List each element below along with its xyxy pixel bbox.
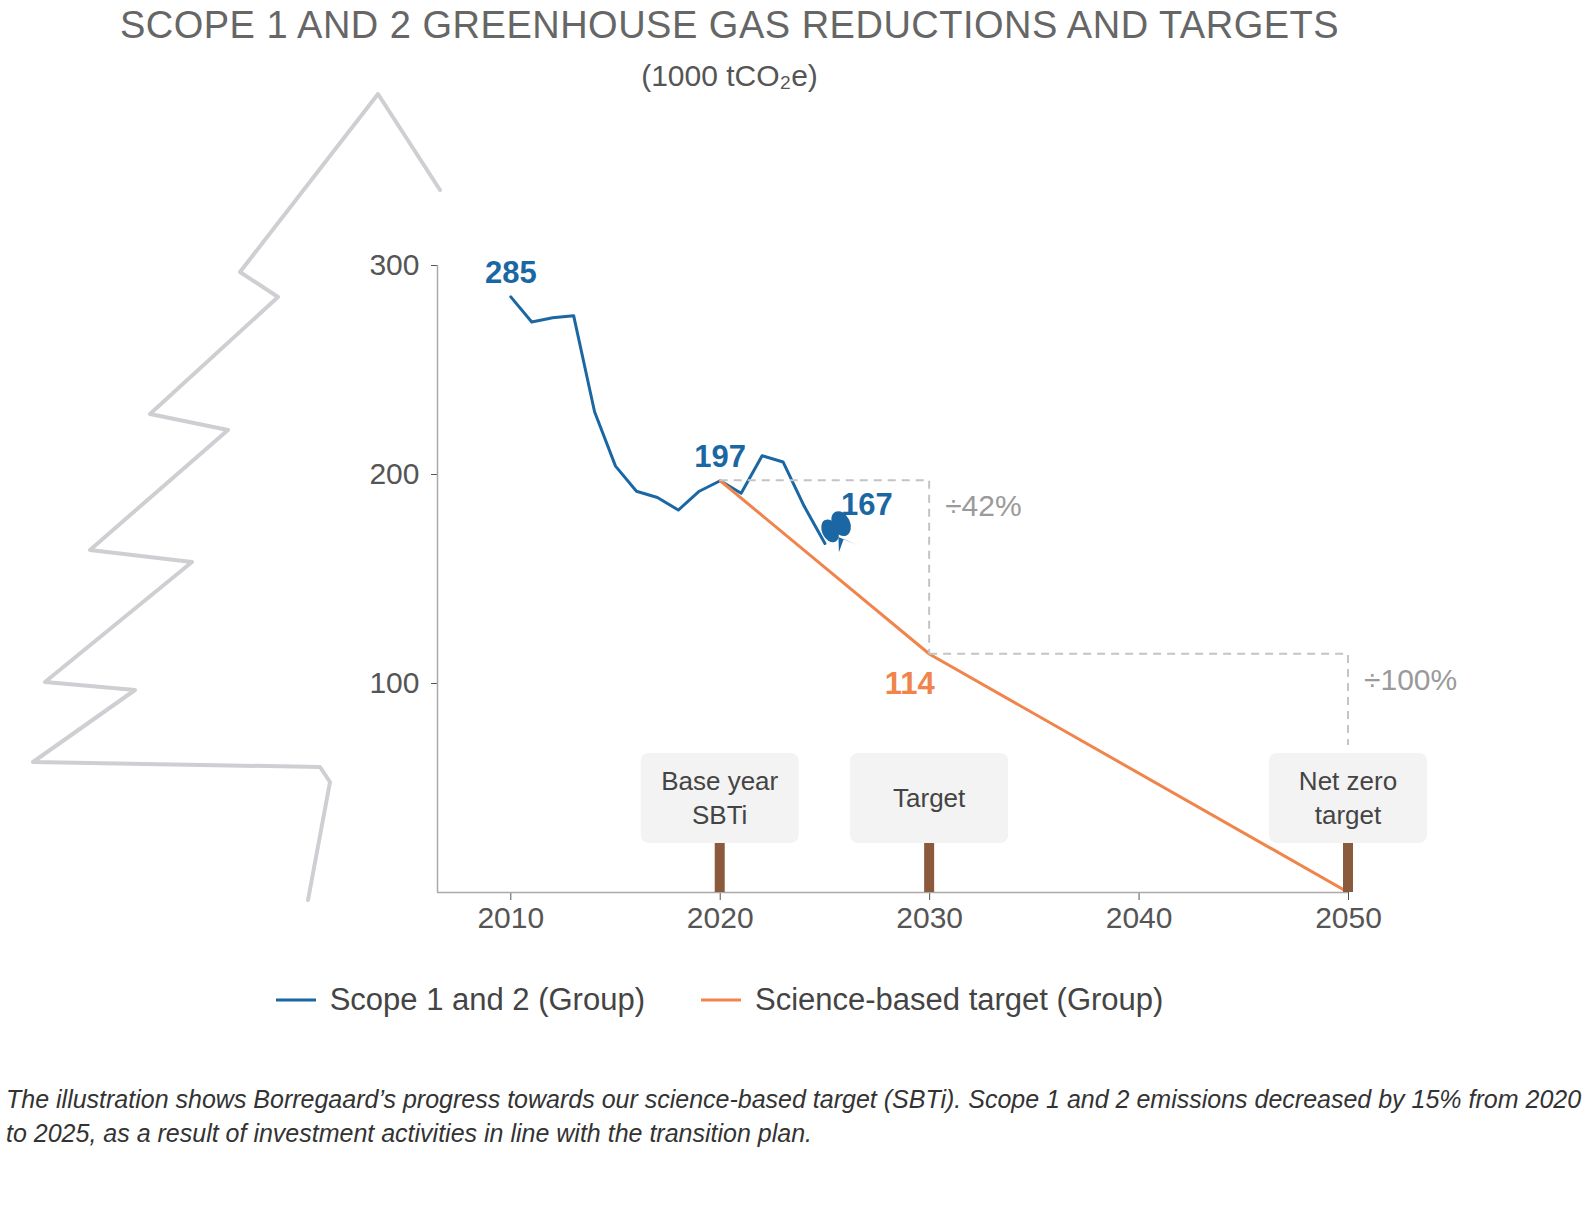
html-text:Science-based target (Group): Science-based target (Group) xyxy=(755,982,1164,1017)
svg-text:Target: Target xyxy=(893,783,966,813)
svg-text:target: target xyxy=(1315,800,1382,830)
html-text:(1000 tCO₂e): (1000 tCO₂e) xyxy=(641,59,818,92)
svg-text:197: 197 xyxy=(694,439,746,474)
html-text:Scope 1 and 2 (Group): Scope 1 and 2 (Group) xyxy=(329,982,645,1017)
svg-text:÷100%: ÷100% xyxy=(1364,663,1457,696)
svg-text:114: 114 xyxy=(885,666,936,701)
svg-text:Net zero: Net zero xyxy=(1299,766,1397,796)
svg-text:÷42%: ÷42% xyxy=(945,489,1022,522)
svg-text:2040: 2040 xyxy=(1106,901,1173,934)
svg-text:2020: 2020 xyxy=(687,901,754,934)
svg-text:200: 200 xyxy=(369,457,419,490)
html-text:SCOPE 1 AND 2 GREENHOUSE GAS R: SCOPE 1 AND 2 GREENHOUSE GAS REDUCTIONS … xyxy=(119,4,1340,46)
svg-text:100: 100 xyxy=(369,666,419,699)
svg-text:285: 285 xyxy=(485,255,537,290)
svg-text:Base year: Base year xyxy=(661,766,778,796)
svg-text:2050: 2050 xyxy=(1315,901,1382,934)
svg-text:2010: 2010 xyxy=(477,901,544,934)
html-text:The illustration shows Borrega: The illustration shows Borregaard’s prog… xyxy=(6,1085,1582,1147)
svg-text:300: 300 xyxy=(369,248,419,281)
svg-text:167: 167 xyxy=(841,487,893,522)
svg-text:SBTi: SBTi xyxy=(692,800,747,830)
svg-text:2030: 2030 xyxy=(896,901,963,934)
